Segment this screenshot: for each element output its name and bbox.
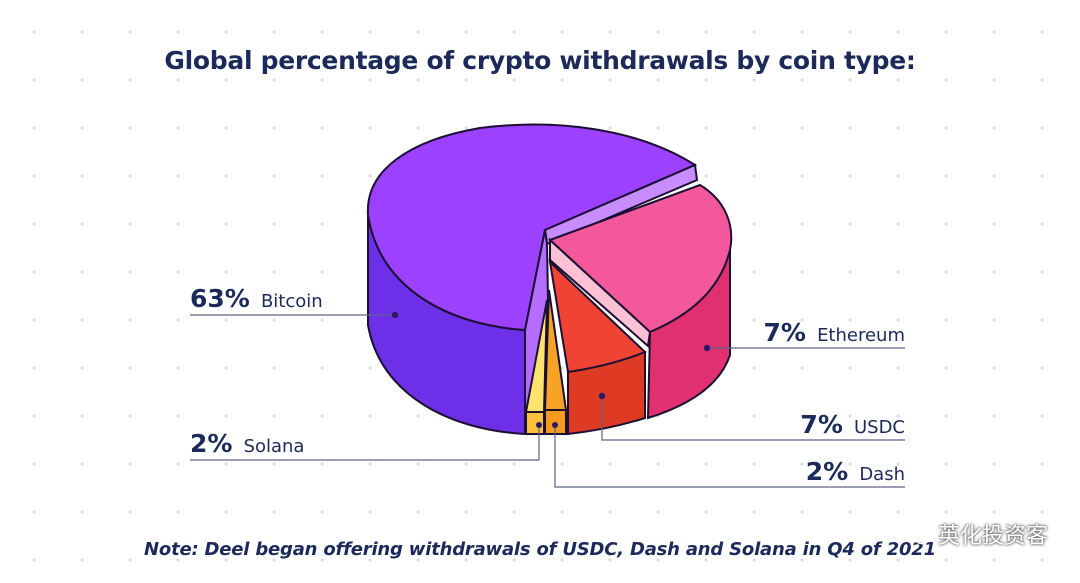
slice-usdc-top <box>548 259 647 374</box>
anchor-dot-ethereum <box>703 344 711 352</box>
chart-note: Note: Deel began offering withdrawals of… <box>144 539 936 560</box>
leader-line-usdc <box>601 396 905 441</box>
slice-usdc-side <box>567 350 646 436</box>
anchor-dot-dash <box>552 422 558 428</box>
slice-ethereum-top <box>548 183 733 334</box>
watermark-text: 英化投资客 <box>937 524 1048 549</box>
label-solana: 2% Solana <box>190 429 304 458</box>
slice-solana-side <box>525 411 545 435</box>
anchor-dot-solana <box>536 422 542 428</box>
anchor-dot-usdc <box>598 392 606 400</box>
slice-usdc <box>548 259 647 436</box>
wechat-icon <box>906 526 930 545</box>
slice-ethereum-cut-face <box>549 237 652 348</box>
slice-dash <box>543 289 568 435</box>
label-usdc-name: USDC <box>854 417 905 438</box>
label-ethereum: 7% Ethereum <box>764 318 905 347</box>
label-bitcoin-name: Bitcoin <box>261 291 323 312</box>
slice-bitcoin-top <box>366 123 698 332</box>
slice-solana-top <box>524 299 548 413</box>
slice-dash-top <box>543 289 568 411</box>
label-bitcoin-percent: 63% <box>190 284 250 313</box>
label-dash-name: Dash <box>859 464 905 485</box>
anchor-dot-bitcoin <box>391 311 399 319</box>
label-dash: 2% Dash <box>806 457 905 486</box>
label-solana-percent: 2% <box>190 429 232 458</box>
watermark: 英化投资客 <box>906 518 1048 550</box>
chart-title: Global percentage of crypto withdrawals … <box>164 46 916 75</box>
slice-solana <box>524 299 548 435</box>
label-ethereum-percent: 7% <box>764 318 806 347</box>
leader-line-solana <box>190 425 540 461</box>
label-solana-name: Solana <box>244 436 305 457</box>
label-bitcoin: 63% Bitcoin <box>190 284 323 313</box>
label-ethereum-name: Ethereum <box>817 325 905 346</box>
label-usdc: 7% USDC <box>800 410 905 439</box>
label-dash-percent: 2% <box>806 457 848 486</box>
slice-ethereum <box>548 183 733 420</box>
leader-line-dash <box>554 425 905 488</box>
label-usdc-percent: 7% <box>800 410 842 439</box>
